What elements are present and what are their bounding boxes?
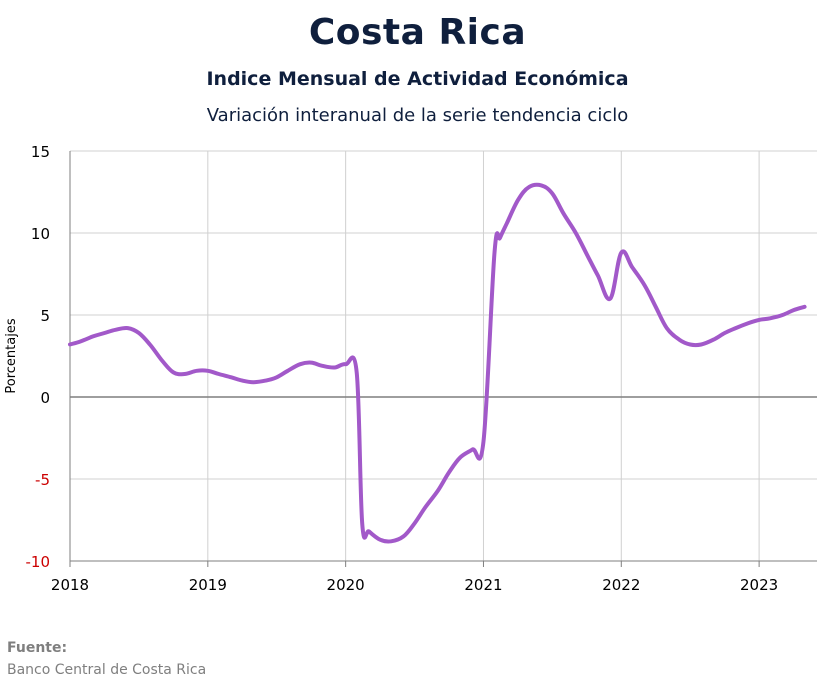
y-tick-label: -10 xyxy=(26,553,51,571)
x-tick-label: 2022 xyxy=(602,576,640,594)
x-tick-label: 2023 xyxy=(740,576,778,594)
x-tick-label: 2021 xyxy=(464,576,502,594)
source-text: Banco Central de Costa Rica xyxy=(7,662,207,678)
chart-subtitle: Indice Mensual de Actividad Económica xyxy=(206,68,629,90)
x-tick-label: 2019 xyxy=(189,576,227,594)
y-tick-label: 0 xyxy=(40,389,50,407)
x-tick-label: 2018 xyxy=(51,576,89,594)
y-tick-label: -5 xyxy=(35,471,50,489)
source-label: Fuente: xyxy=(7,640,68,656)
y-tick-label: 5 xyxy=(40,307,50,325)
y-tick-label: 10 xyxy=(31,225,50,243)
x-tick-label: 2020 xyxy=(327,576,365,594)
series-line xyxy=(68,182,807,544)
chart-subtitle-2: Variación interanual de la serie tendenc… xyxy=(206,105,629,126)
y-axis-label: Porcentajes xyxy=(4,318,19,393)
y-tick-label: 15 xyxy=(31,143,50,161)
chart-title: Costa Rica xyxy=(308,12,527,53)
